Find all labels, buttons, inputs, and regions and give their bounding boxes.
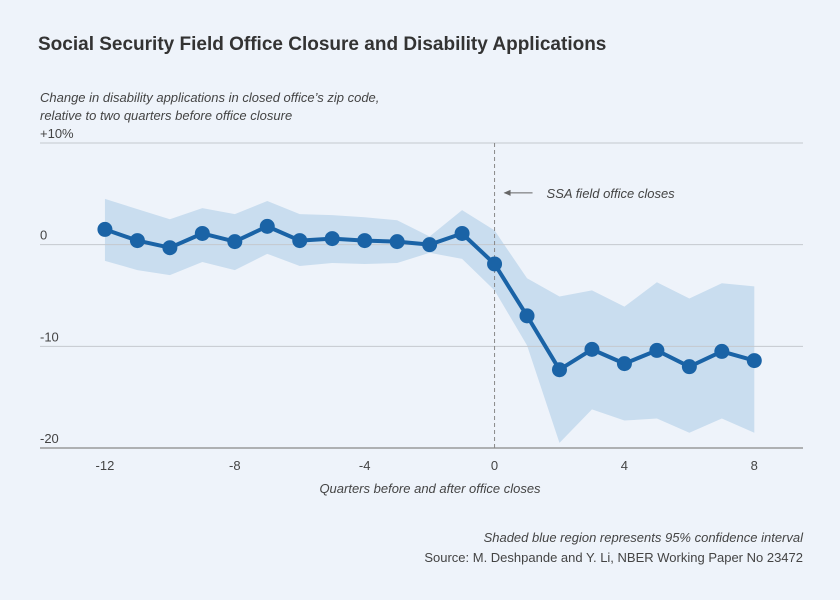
note: Shaded blue region represents 95% confid…	[484, 530, 805, 545]
x-tick-label: 4	[621, 458, 628, 473]
point	[649, 342, 665, 358]
y-axis-label: Change in disability applications in clo…	[40, 90, 379, 105]
y-axis-label: relative to two quarters before office c…	[40, 108, 292, 123]
x-tick-label: 8	[751, 458, 758, 473]
y-tick-label: +10%	[40, 126, 74, 141]
annotation: SSA field office closes	[547, 186, 676, 201]
point	[454, 225, 470, 241]
y-tick-label: 0	[40, 228, 47, 243]
point	[194, 225, 210, 241]
point	[422, 237, 438, 253]
point	[389, 234, 405, 250]
point	[551, 362, 567, 378]
point	[259, 218, 275, 234]
point	[519, 308, 535, 324]
x-tick-label: -4	[359, 458, 371, 473]
point	[357, 233, 373, 249]
point	[324, 231, 340, 247]
x-tick-label: -8	[229, 458, 241, 473]
arrowhead	[503, 189, 511, 196]
point	[97, 221, 113, 237]
point	[162, 240, 178, 256]
x-axis-label: Quarters before and after office closes	[319, 481, 541, 496]
point	[584, 341, 600, 357]
point	[292, 233, 308, 249]
y-tick-label: -10	[40, 329, 59, 344]
chart-title: Social Security Field Office Closure and…	[38, 34, 606, 55]
confidence-band	[104, 198, 755, 443]
x-tick-label: 0	[491, 458, 498, 473]
source: Source: M. Deshpande and Y. Li, NBER Wor…	[424, 550, 803, 565]
point	[714, 343, 730, 359]
point	[616, 356, 632, 372]
x-tick-label: -12	[96, 458, 115, 473]
point	[129, 233, 145, 249]
point	[746, 353, 762, 369]
point	[487, 256, 503, 272]
y-tick-label: -20	[40, 431, 59, 446]
point	[681, 359, 697, 375]
point	[227, 234, 243, 250]
